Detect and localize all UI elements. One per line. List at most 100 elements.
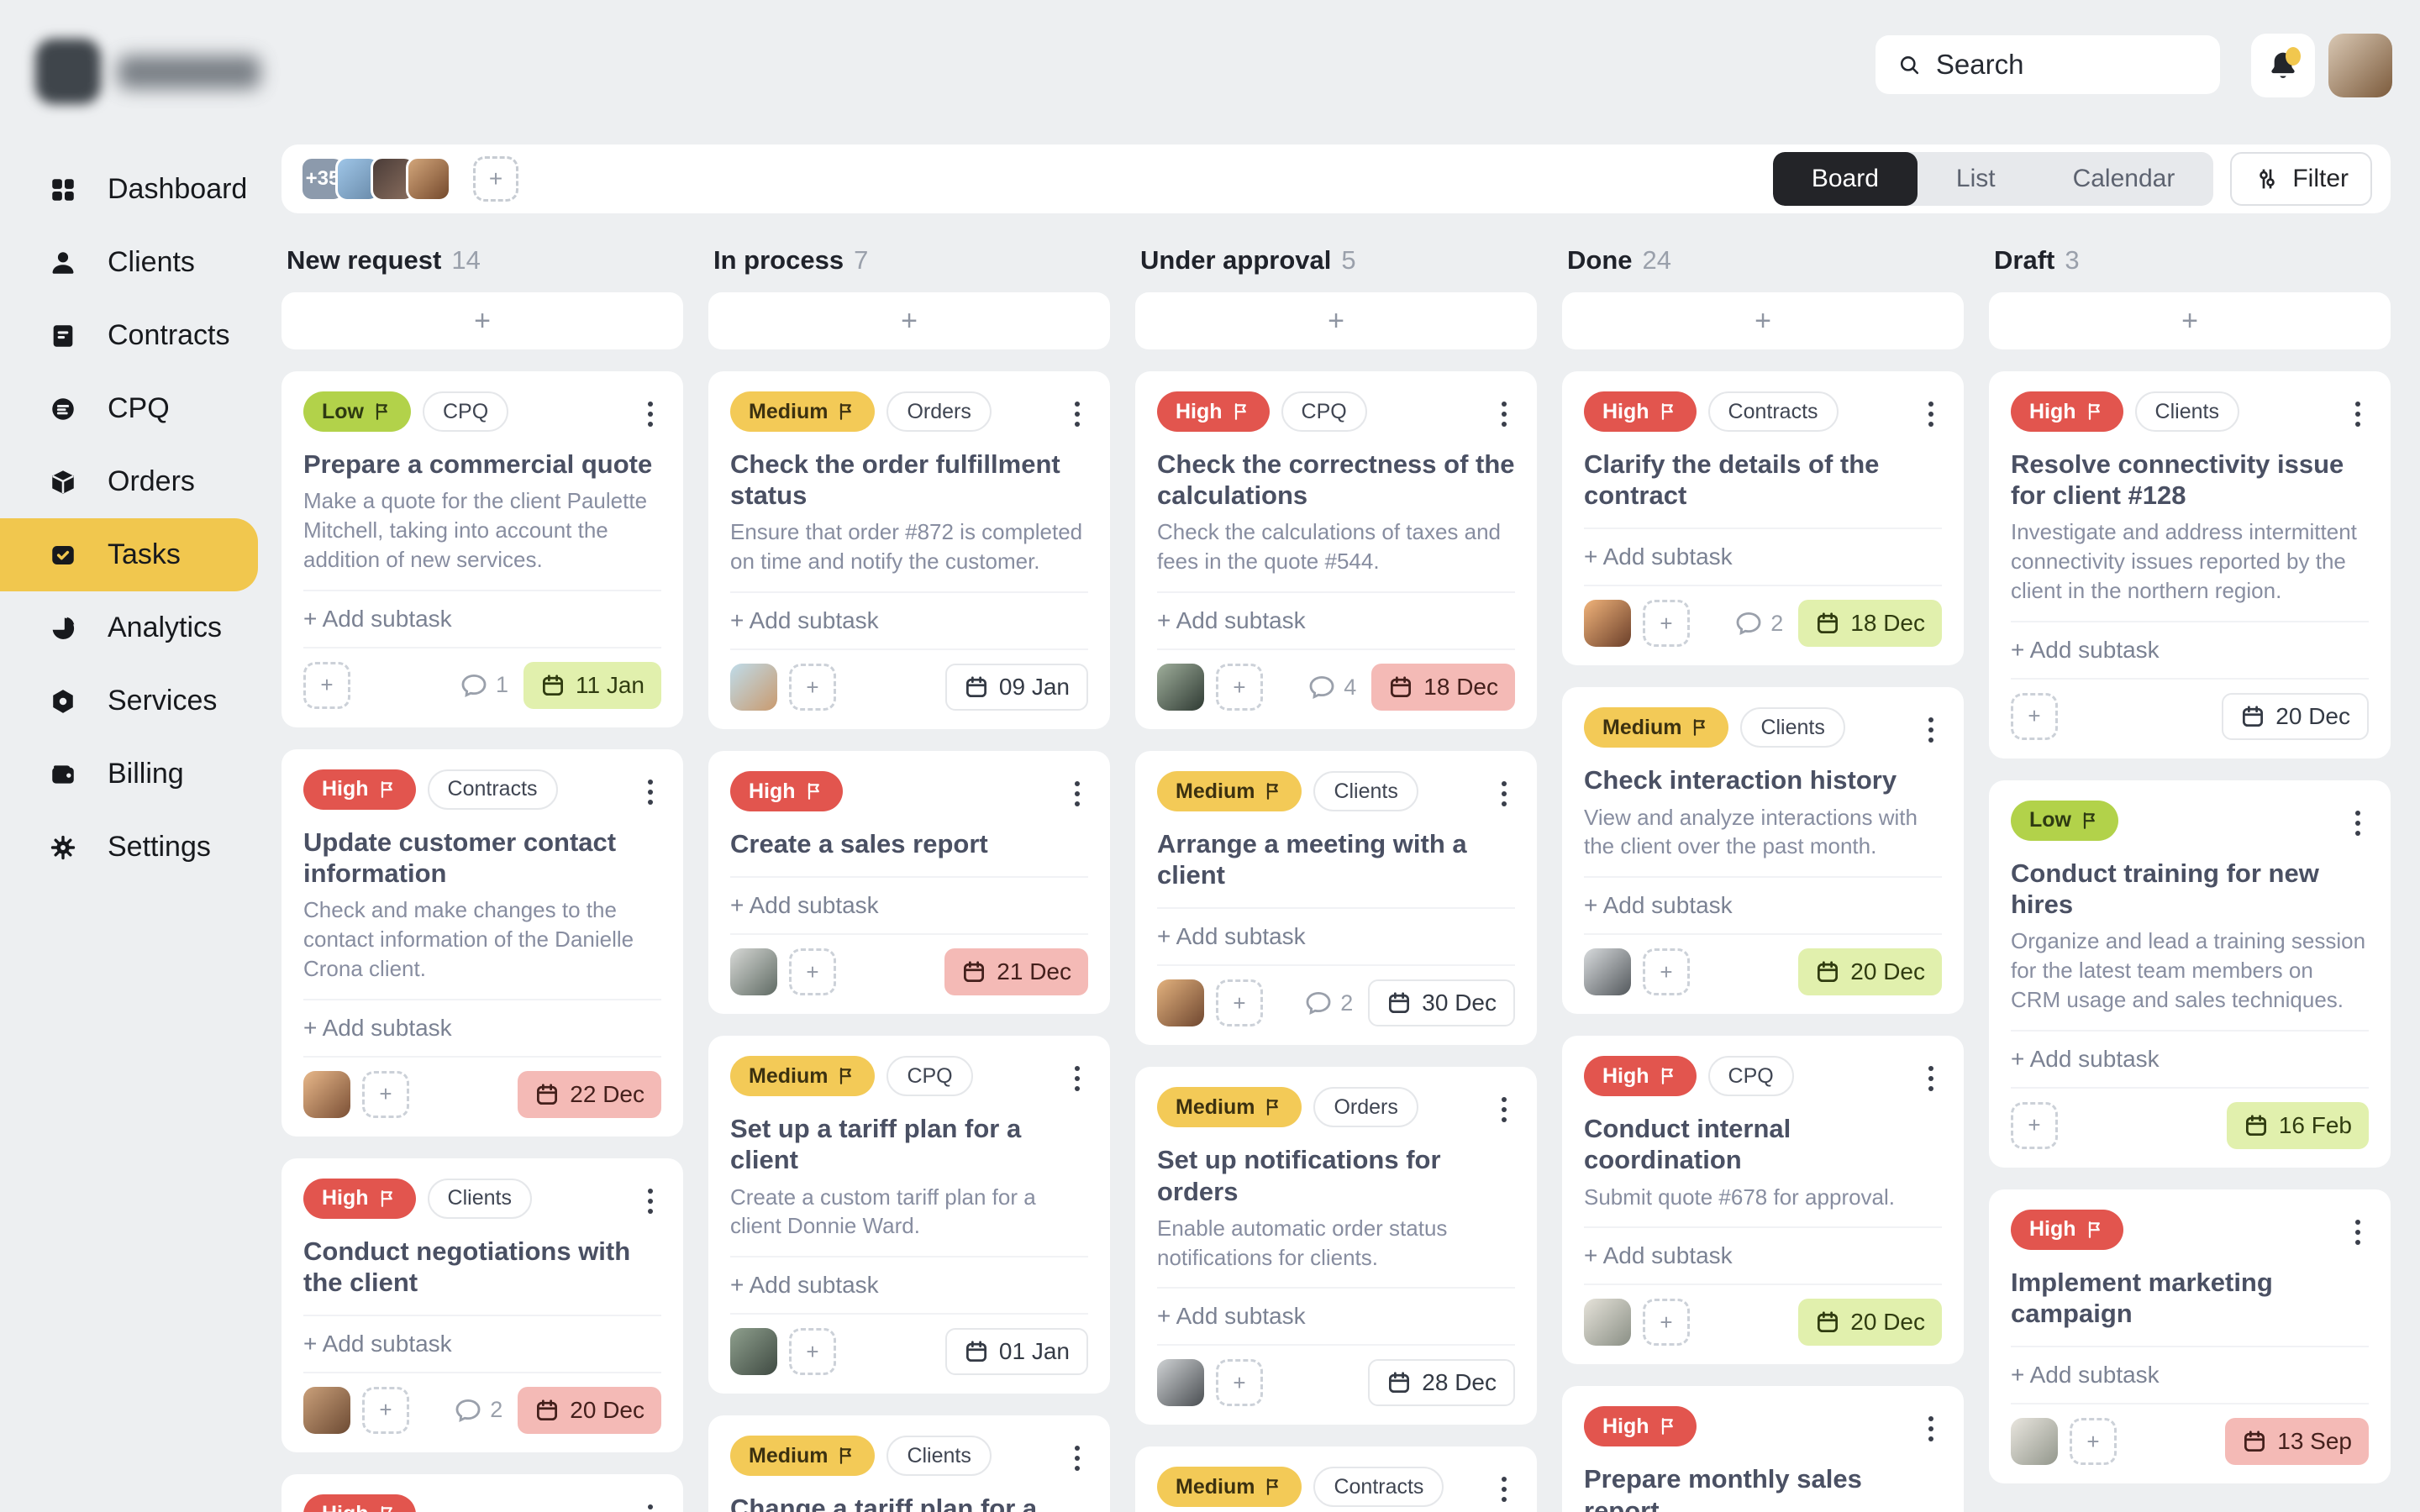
sidebar-item-orders[interactable]: Orders: [0, 445, 281, 518]
notifications-button[interactable]: [2251, 34, 2315, 97]
add-subtask-button[interactable]: + Add subtask: [2011, 1029, 2369, 1087]
tab-list[interactable]: List: [1918, 152, 2034, 206]
due-date-chip[interactable]: 28 Dec: [1368, 1359, 1515, 1407]
task-card[interactable]: Medium Clients Arrange a meeting with a …: [1135, 751, 1537, 1046]
assignee-avatar[interactable]: [1584, 600, 1631, 648]
due-date-chip[interactable]: 13 Sep: [2225, 1418, 2369, 1466]
add-assignee-button[interactable]: +: [303, 661, 350, 709]
due-date-chip[interactable]: 21 Dec: [944, 948, 1088, 996]
card-menu-button[interactable]: [1497, 396, 1512, 432]
sidebar-item-cpq[interactable]: CPQ: [0, 372, 281, 445]
sidebar-item-analytics[interactable]: Analytics: [0, 591, 281, 664]
card-menu-button[interactable]: [643, 774, 658, 810]
assignee-avatar[interactable]: [1157, 979, 1204, 1027]
card-menu-button[interactable]: [1923, 396, 1939, 432]
card-menu-button[interactable]: [1070, 776, 1085, 811]
card-menu-button[interactable]: [1923, 712, 1939, 748]
comments-indicator[interactable]: 2: [454, 1396, 502, 1425]
sidebar-item-billing[interactable]: Billing: [0, 738, 281, 811]
filter-button[interactable]: Filter: [2230, 152, 2372, 206]
sidebar-item-contracts[interactable]: Contracts: [0, 299, 281, 372]
card-menu-button[interactable]: [2350, 396, 2365, 432]
due-date-chip[interactable]: 20 Dec: [2222, 692, 2369, 740]
add-assignee-button[interactable]: +: [2011, 1101, 2058, 1149]
sidebar-item-dashboard[interactable]: Dashboard: [0, 153, 281, 226]
assignee-avatar[interactable]: [1157, 1359, 1204, 1407]
assignee-avatar[interactable]: [1584, 948, 1631, 996]
add-card-button[interactable]: +: [708, 292, 1110, 349]
due-date-chip[interactable]: 16 Feb: [2226, 1101, 2369, 1149]
assignee-avatar[interactable]: [303, 1070, 350, 1118]
add-subtask-button[interactable]: + Add subtask: [1584, 528, 1942, 585]
task-card[interactable]: High Contracts Clarify the details of th…: [1562, 371, 1964, 666]
sidebar-item-tasks[interactable]: Tasks: [0, 518, 258, 591]
add-assignee-button[interactable]: +: [1643, 948, 1690, 996]
assignee-avatar[interactable]: [2011, 1418, 2058, 1466]
card-menu-button[interactable]: [643, 1184, 658, 1219]
add-assignee-button[interactable]: +: [1643, 600, 1690, 648]
add-subtask-button[interactable]: + Add subtask: [2011, 1346, 2369, 1403]
add-assignee-button[interactable]: +: [2070, 1418, 2117, 1466]
task-card[interactable]: High CPQ Conduct internal coordination S…: [1562, 1036, 1964, 1365]
add-subtask-button[interactable]: + Add subtask: [1584, 876, 1942, 933]
add-subtask-button[interactable]: + Add subtask: [303, 998, 661, 1056]
card-menu-button[interactable]: [1923, 1061, 1939, 1096]
task-card[interactable]: High CPQ Check the correctness of the ca…: [1135, 371, 1537, 730]
task-card[interactable]: High Prepare monthly sales report Collec…: [1562, 1386, 1964, 1512]
task-card[interactable]: High Create a sales report + Add subtask…: [708, 751, 1110, 1015]
task-card[interactable]: Medium Clients Check interaction history…: [1562, 687, 1964, 1015]
task-card[interactable]: High Clients Conduct negotiations with t…: [281, 1158, 683, 1452]
assignee-avatar[interactable]: [1584, 1299, 1631, 1347]
add-assignee-button[interactable]: +: [362, 1386, 409, 1434]
due-date-chip[interactable]: 30 Dec: [1368, 979, 1515, 1027]
add-subtask-button[interactable]: + Add subtask: [730, 591, 1088, 648]
assignee-avatar[interactable]: [303, 1386, 350, 1434]
task-card[interactable]: Medium Orders Set up notifications for o…: [1135, 1067, 1537, 1425]
add-card-button[interactable]: +: [1562, 292, 1964, 349]
card-menu-button[interactable]: [1497, 1472, 1512, 1507]
due-date-chip[interactable]: 11 Jan: [523, 661, 661, 709]
assignee-avatar[interactable]: [730, 664, 777, 711]
card-menu-button[interactable]: [2350, 1215, 2365, 1250]
card-menu-button[interactable]: [1497, 1092, 1512, 1127]
card-menu-button[interactable]: [1070, 1441, 1085, 1476]
search-bar[interactable]: [1876, 35, 2220, 94]
add-assignee-button[interactable]: +: [1216, 1359, 1263, 1407]
card-menu-button[interactable]: [1070, 396, 1085, 432]
add-subtask-button[interactable]: + Add subtask: [303, 589, 661, 647]
task-card[interactable]: Low Conduct training for new hires Organ…: [1989, 780, 2391, 1168]
comments-indicator[interactable]: 4: [1307, 673, 1356, 701]
card-menu-button[interactable]: [1070, 1061, 1085, 1096]
sidebar-item-settings[interactable]: Settings: [0, 811, 281, 884]
task-card[interactable]: Medium Orders Check the order fulfillmen…: [708, 371, 1110, 730]
comments-indicator[interactable]: 1: [460, 671, 508, 700]
add-assignee-button[interactable]: +: [362, 1070, 409, 1118]
card-menu-button[interactable]: [1497, 776, 1512, 811]
due-date-chip[interactable]: 20 Dec: [1798, 948, 1942, 996]
card-menu-button[interactable]: [2350, 806, 2365, 841]
card-menu-button[interactable]: [643, 1499, 658, 1512]
assignee-avatar[interactable]: [730, 1328, 777, 1376]
tab-board[interactable]: Board: [1772, 152, 1918, 206]
add-assignee-button[interactable]: +: [1216, 664, 1263, 711]
add-subtask-button[interactable]: + Add subtask: [1157, 591, 1515, 648]
card-menu-button[interactable]: [643, 396, 658, 432]
task-card[interactable]: High Clients Resolve connectivity issue …: [1989, 371, 2391, 759]
add-card-button[interactable]: +: [1989, 292, 2391, 349]
add-subtask-button[interactable]: + Add subtask: [730, 876, 1088, 933]
task-card[interactable]: Medium CPQ Set up a tariff plan for a cl…: [708, 1036, 1110, 1394]
task-card[interactable]: High + Add subtask +: [281, 1473, 683, 1512]
comments-indicator[interactable]: 2: [1734, 609, 1783, 638]
add-subtask-button[interactable]: + Add subtask: [730, 1256, 1088, 1313]
due-date-chip[interactable]: 18 Dec: [1798, 600, 1942, 648]
task-card[interactable]: High Implement marketing campaign + Add …: [1989, 1189, 2391, 1484]
task-card[interactable]: Medium Contracts Finalize contract + Add…: [1135, 1446, 1537, 1512]
add-card-button[interactable]: +: [281, 292, 683, 349]
due-date-chip[interactable]: 18 Dec: [1371, 664, 1515, 711]
comments-indicator[interactable]: 2: [1304, 989, 1353, 1017]
add-assignee-button[interactable]: +: [789, 948, 836, 996]
add-assignee-button[interactable]: +: [1216, 979, 1263, 1027]
add-member-button[interactable]: +: [473, 156, 518, 202]
avatar[interactable]: [406, 156, 451, 202]
task-card[interactable]: Medium Clients Change a tariff plan for …: [708, 1415, 1110, 1512]
